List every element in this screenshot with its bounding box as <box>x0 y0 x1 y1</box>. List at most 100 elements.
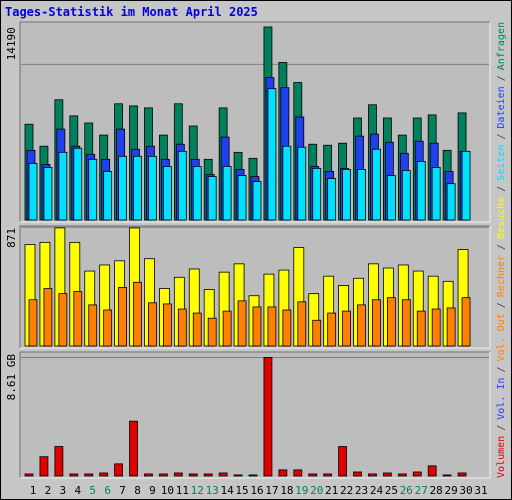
bar <box>252 306 262 347</box>
bar <box>73 291 83 347</box>
x-tick-label: 26 <box>400 484 413 497</box>
legend: Volumen / Vol. In / Vol. Out / Rechner / Besuche… <box>496 22 507 478</box>
bar <box>218 472 228 477</box>
bar <box>233 474 243 477</box>
x-tick-label: 13 <box>206 484 219 497</box>
bar <box>457 472 467 477</box>
bar <box>338 446 347 477</box>
x-tick-label: 18 <box>280 484 293 497</box>
bar <box>129 420 138 477</box>
bar <box>382 472 392 477</box>
bar <box>446 183 456 221</box>
bar <box>207 317 217 347</box>
x-tick-label: 3 <box>60 484 67 497</box>
bar <box>342 169 351 221</box>
legend-separator: / <box>496 302 507 308</box>
bar <box>312 319 322 347</box>
bar <box>416 310 426 347</box>
bar <box>442 474 452 477</box>
x-tick-label: 21 <box>325 484 338 497</box>
bar <box>267 88 277 221</box>
bar <box>293 469 303 477</box>
bar <box>118 155 127 221</box>
plot-area <box>20 352 490 478</box>
x-tick-label: 14 <box>221 484 235 497</box>
bar <box>222 310 232 347</box>
bar <box>58 293 68 347</box>
x-tick-label: 11 <box>176 484 189 497</box>
legend-entry: Dateien <box>496 86 507 128</box>
plot-bevel <box>19 351 490 478</box>
bar <box>386 297 396 347</box>
bar <box>58 151 68 221</box>
chart-title: Tages-Statistik im Monat April 2025 <box>5 5 258 19</box>
legend-separator: / <box>496 133 507 139</box>
bar <box>203 473 213 477</box>
bar <box>24 473 34 477</box>
y-tick-label: 8.61 GB <box>5 354 18 401</box>
x-tick-label: 1 <box>30 484 37 497</box>
bar <box>148 155 157 221</box>
bar <box>278 469 288 477</box>
bar <box>412 471 422 477</box>
bar <box>401 170 411 221</box>
x-tick-label: 9 <box>149 484 156 497</box>
x-tick-label: 4 <box>74 484 81 497</box>
bar <box>323 473 333 477</box>
bar <box>133 155 142 221</box>
bar <box>327 178 337 221</box>
bar <box>357 304 366 347</box>
bar <box>427 465 437 477</box>
x-tick-label: 22 <box>340 484 353 497</box>
bar <box>162 166 172 221</box>
bar <box>73 147 83 221</box>
x-tick-label: 29 <box>444 484 457 497</box>
legend-entry: Vol. In <box>496 378 507 420</box>
bar <box>173 472 183 477</box>
legend-separator: / <box>496 366 507 372</box>
bar <box>252 181 262 221</box>
bar <box>28 299 38 347</box>
bar <box>282 309 292 347</box>
bar <box>297 301 307 347</box>
x-tick-label: 6 <box>104 484 111 497</box>
bar <box>386 175 396 221</box>
bar <box>43 288 53 347</box>
bar <box>431 167 441 221</box>
bar <box>342 310 351 347</box>
bar <box>207 176 217 221</box>
y-tick-label: 871 <box>5 228 18 248</box>
bar <box>158 473 168 477</box>
bar <box>308 473 318 477</box>
legend-separator: / <box>496 425 507 431</box>
legend-separator: / <box>496 186 507 192</box>
legend-entry: Besuche <box>496 197 507 239</box>
x-tick-label: 19 <box>295 484 308 497</box>
bar <box>282 145 292 221</box>
bar <box>88 304 98 347</box>
bar <box>263 357 273 477</box>
bar <box>148 302 157 347</box>
legend-separator: / <box>496 244 507 250</box>
plot-bevel <box>19 225 490 348</box>
legend-entry: Vol. Out <box>496 313 507 361</box>
x-tick-label: 16 <box>250 484 263 497</box>
legend-entry: Volumen <box>496 436 507 478</box>
plot-bevel <box>20 352 491 479</box>
bar <box>114 463 123 477</box>
x-tick-label: 25 <box>385 484 398 497</box>
bar <box>267 306 277 347</box>
x-tick-label: 27 <box>415 484 428 497</box>
legend-separator: / <box>496 75 507 81</box>
bar <box>372 299 381 347</box>
bar <box>353 471 362 477</box>
bar <box>297 146 307 221</box>
legend-entry: Seiten <box>496 145 507 181</box>
x-tick-label: 15 <box>235 484 248 497</box>
bar <box>39 456 49 477</box>
bar <box>103 309 113 347</box>
bar <box>237 175 247 221</box>
bar <box>177 150 187 221</box>
x-tick-label: 7 <box>119 484 126 497</box>
